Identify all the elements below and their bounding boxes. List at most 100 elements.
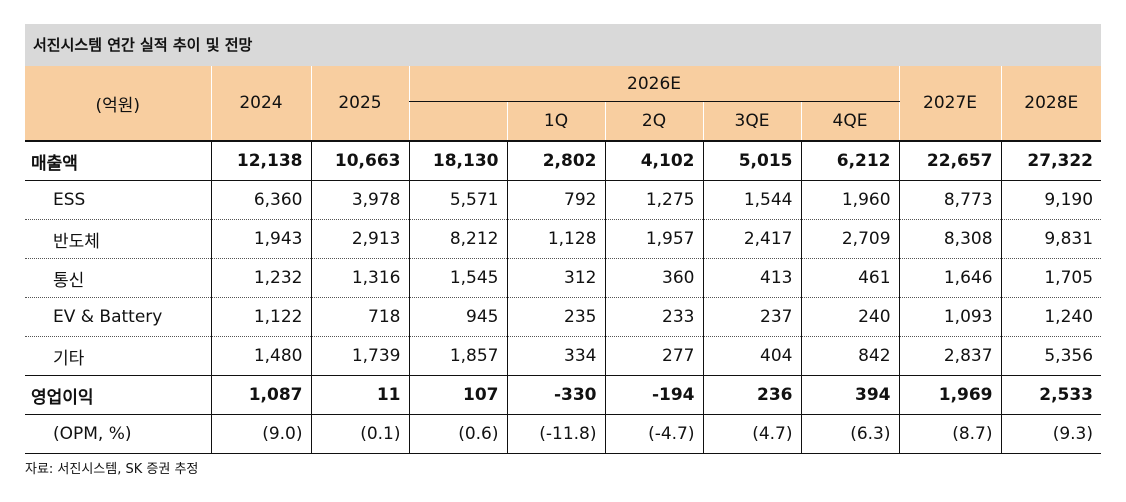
cell: 1,093 [898, 297, 1002, 337]
table-header: (억원) 2024 2025 2026E 2027E 2028E 1Q 2Q 3… [25, 66, 1102, 141]
cell: (-4.7) [604, 414, 703, 454]
cell: (-11.8) [506, 414, 605, 454]
cell: 277 [604, 336, 703, 376]
cell: 792 [506, 180, 605, 220]
cell: 8,212 [408, 219, 507, 259]
table-row: 매출액 12,138 10,663 18,130 2,802 4,102 5,0… [25, 141, 1102, 181]
cell: (0.6) [408, 414, 507, 454]
cell: 6,212 [800, 141, 900, 181]
table-row: 통신 1,232 1,316 1,545 312 360 413 461 1,6… [25, 258, 1102, 298]
year-2025-header: 2025 [310, 66, 409, 141]
cell: 718 [310, 297, 409, 337]
cell: 1,646 [898, 258, 1002, 298]
table-row: 영업이익 1,087 11 107 -330 -194 236 394 1,96… [25, 375, 1102, 415]
cell: 5,571 [408, 180, 507, 220]
row-label: 영업이익 [25, 375, 211, 415]
cell: 6,360 [210, 180, 311, 220]
table-row: ESS 6,360 3,978 5,571 792 1,275 1,544 1,… [25, 180, 1102, 220]
cell: 237 [702, 297, 801, 337]
quarter-1q-header: 1Q [506, 101, 605, 141]
cell: 5,015 [702, 141, 801, 181]
cell: 2,417 [702, 219, 801, 259]
cell: 1,316 [310, 258, 409, 298]
cell: 2,533 [1000, 375, 1102, 415]
cell: (4.7) [702, 414, 801, 454]
cell: 2,913 [310, 219, 409, 259]
table-body: 매출액 12,138 10,663 18,130 2,802 4,102 5,0… [25, 141, 1102, 454]
cell: 1,544 [702, 180, 801, 220]
cell: 8,773 [898, 180, 1002, 220]
cell: 107 [408, 375, 507, 415]
table-row: (OPM, %) (9.0) (0.1) (0.6) (-11.8) (-4.7… [25, 414, 1102, 454]
cell: 233 [604, 297, 703, 337]
row-label: ESS [25, 180, 211, 220]
quarter-2q-header: 2Q [604, 101, 703, 141]
group-2026e-header: 2026E [408, 66, 900, 102]
table-title: 서진시스템 연간 실적 추이 및 전망 [25, 24, 1101, 66]
financial-table: (억원) 2024 2025 2026E 2027E 2028E 1Q 2Q 3… [25, 66, 1102, 454]
cell: 461 [800, 258, 900, 298]
cell: 334 [506, 336, 605, 376]
cell: 945 [408, 297, 507, 337]
cell: 27,322 [1000, 141, 1102, 181]
cell: 9,831 [1000, 219, 1102, 259]
year-2028e-header: 2028E [1000, 66, 1102, 141]
cell: -194 [604, 375, 703, 415]
cell: 10,663 [310, 141, 409, 181]
cell: 240 [800, 297, 900, 337]
cell: 2,709 [800, 219, 900, 259]
table-row: 기타 1,480 1,739 1,857 334 277 404 842 2,8… [25, 336, 1102, 376]
row-label: 통신 [25, 258, 211, 298]
year-2024-header: 2024 [210, 66, 311, 141]
cell: 1,275 [604, 180, 703, 220]
cell: 1,240 [1000, 297, 1102, 337]
cell: 1,480 [210, 336, 311, 376]
cell: 1,705 [1000, 258, 1102, 298]
cell: 1,739 [310, 336, 409, 376]
source-note: 자료: 서진시스템, SK 증권 추정 [25, 462, 199, 477]
cell: (9.3) [1000, 414, 1102, 454]
cell: 9,190 [1000, 180, 1102, 220]
cell: 12,138 [210, 141, 311, 181]
cell: 394 [800, 375, 900, 415]
cell: 1,969 [898, 375, 1002, 415]
cell: (0.1) [310, 414, 409, 454]
row-label: 매출액 [25, 141, 211, 181]
cell: 1,943 [210, 219, 311, 259]
cell: (9.0) [210, 414, 311, 454]
quarter-3qe-header: 3QE [702, 101, 801, 141]
unit-label: (억원) [25, 66, 211, 141]
cell: 236 [702, 375, 801, 415]
cell: 1,957 [604, 219, 703, 259]
row-label: 반도체 [25, 219, 211, 259]
cell: 312 [506, 258, 605, 298]
quarter-4qe-header: 4QE [800, 101, 900, 141]
cell: 1,232 [210, 258, 311, 298]
cell: 1,960 [800, 180, 900, 220]
cell: 18,130 [408, 141, 507, 181]
cell: 842 [800, 336, 900, 376]
cell: 3,978 [310, 180, 409, 220]
cell: 404 [702, 336, 801, 376]
cell: (8.7) [898, 414, 1002, 454]
cell: 5,356 [1000, 336, 1102, 376]
cell: 235 [506, 297, 605, 337]
table-row: 반도체 1,943 2,913 8,212 1,128 1,957 2,417 … [25, 219, 1102, 259]
cell: 2,837 [898, 336, 1002, 376]
annual-2026e-blank [408, 101, 507, 141]
cell: 4,102 [604, 141, 703, 181]
row-label: (OPM, %) [25, 414, 211, 454]
cell: 2,802 [506, 141, 605, 181]
cell: 22,657 [898, 141, 1002, 181]
cell: 8,308 [898, 219, 1002, 259]
cell: 1,545 [408, 258, 507, 298]
row-label: 기타 [25, 336, 211, 376]
cell: -330 [506, 375, 605, 415]
cell: 11 [310, 375, 409, 415]
cell: (6.3) [800, 414, 900, 454]
cell: 413 [702, 258, 801, 298]
cell: 360 [604, 258, 703, 298]
cell: 1,122 [210, 297, 311, 337]
cell: 1,128 [506, 219, 605, 259]
table-row: EV & Battery 1,122 718 945 235 233 237 2… [25, 297, 1102, 337]
